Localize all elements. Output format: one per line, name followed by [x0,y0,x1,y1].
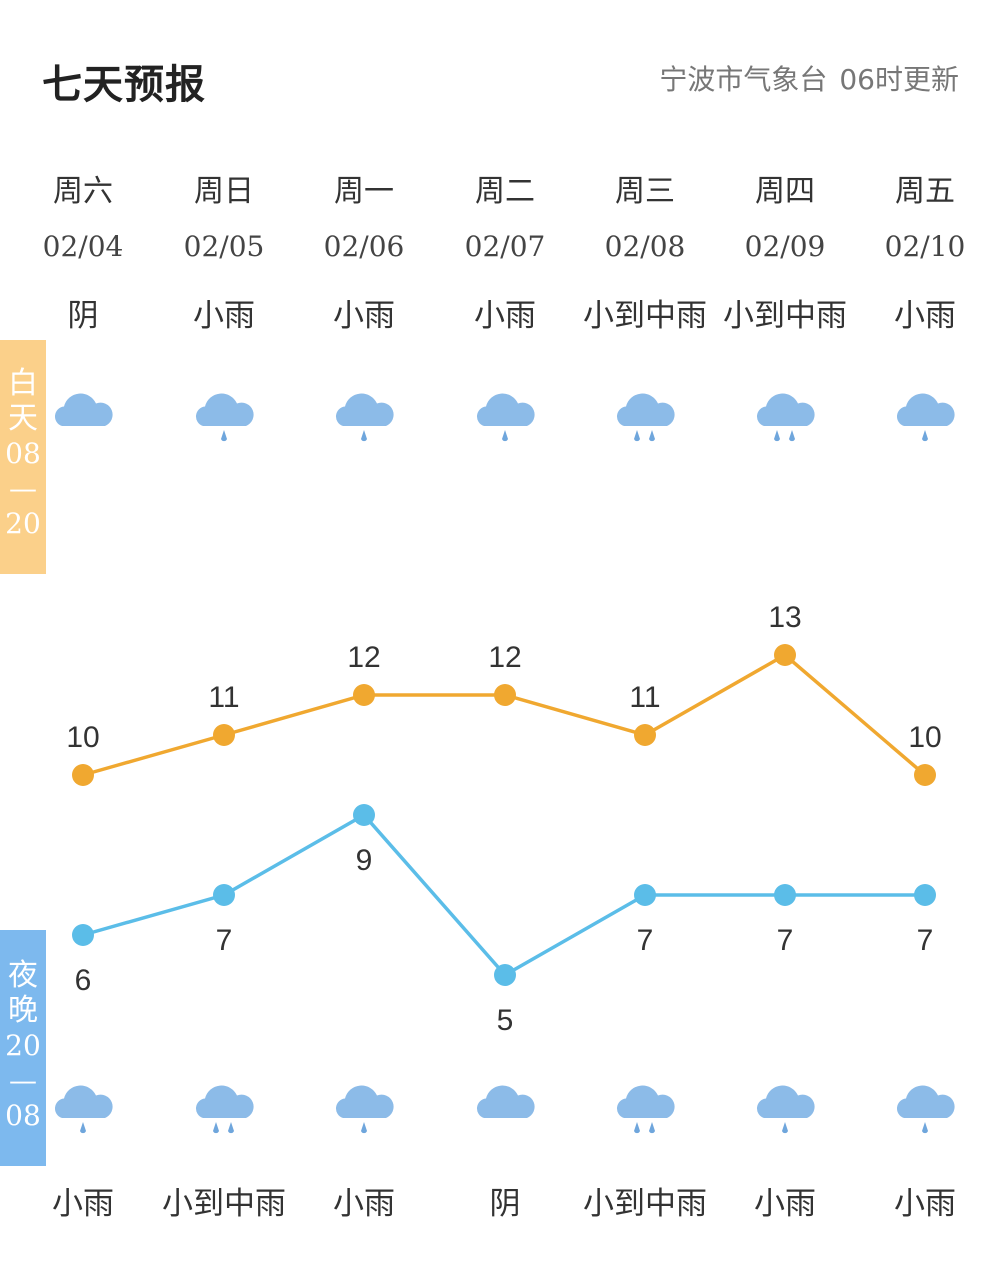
day-condition-label: 小雨 [333,298,395,334]
weekday-label: 周一 [334,174,394,209]
low-temp-point [494,964,516,986]
day-condition-label: 小雨 [193,298,255,334]
light-rain-icon [890,1072,960,1142]
daytime-title-2: 天 [8,401,38,436]
day-condition-label: 小雨 [894,298,956,334]
low-temp-label: 7 [216,924,233,957]
high-temp-label: 10 [908,721,941,754]
weekday-label: 周四 [755,174,815,209]
light-rain-icon [48,1072,118,1142]
low-temp-label: 5 [497,1004,514,1037]
high-temp-label: 11 [629,681,660,714]
high-temp-label: 13 [768,601,801,634]
nighttime-title-1: 夜 [8,958,38,993]
night-condition-label: 阴 [489,1186,521,1222]
source-name: 宁波市气象台 [659,63,828,96]
date-label: 02/07 [464,230,546,263]
day-condition-label: 阴 [67,298,99,334]
day-condition-label: 小到中雨 [723,298,847,334]
day-condition-label: 小到中雨 [583,298,707,334]
page-title: 七天预报 [42,62,206,108]
high-temp-point [213,724,235,746]
nighttime-hours-end: 08 [5,1099,41,1132]
date-label: 02/09 [744,230,826,263]
high-temp-point [72,764,94,786]
low-temp-point [774,884,796,906]
low-temp-point [353,804,375,826]
light-rain-icon [329,1072,399,1142]
daytime-hours-start: 08 [5,437,41,470]
moderate-rain-icon [610,380,680,450]
daytime-hours-end: 20 [5,507,41,540]
weekday-label: 周二 [475,174,535,209]
weekday-label: 周六 [53,174,113,209]
moderate-rain-icon [610,1072,680,1142]
update-time: 06时更新 [839,63,959,96]
weekday-label: 周三 [615,174,675,209]
night-condition-label: 小雨 [333,1186,395,1222]
low-temp-line [82,812,925,978]
night-condition-label: 小雨 [754,1186,816,1222]
nighttime-label: 夜 晚 20 — 08 [0,930,46,1166]
low-temp-point [72,924,94,946]
day-condition-label: 小雨 [474,298,536,334]
date-label: 02/10 [884,230,966,263]
light-rain-icon [189,380,259,450]
high-temp-label: 12 [488,641,521,674]
high-temp-point [353,684,375,706]
date-label: 02/04 [42,230,124,263]
high-temp-point [914,764,936,786]
low-temp-label: 9 [356,844,373,877]
daytime-hours-sep: — [9,472,37,505]
low-temp-point [634,884,656,906]
nighttime-hours-start: 20 [5,1029,41,1062]
light-rain-icon [890,380,960,450]
daytime-label: 白 天 08 — 20 [0,340,46,574]
light-rain-icon [470,380,540,450]
high-temp-label: 10 [66,721,99,754]
moderate-rain-icon [750,380,820,450]
low-temp-label: 7 [777,924,794,957]
high-temp-point [774,644,796,666]
nighttime-title-2: 晚 [8,993,38,1028]
date-label: 02/08 [604,230,686,263]
cloudy-icon [470,1072,540,1142]
date-label: 02/05 [183,230,265,263]
night-condition-label: 小到中雨 [162,1186,286,1222]
night-condition-label: 小到中雨 [583,1186,707,1222]
moderate-rain-icon [189,1072,259,1142]
light-rain-icon [750,1072,820,1142]
nighttime-hours-sep: — [9,1064,37,1097]
low-temp-point [213,884,235,906]
low-temp-label: 7 [917,924,934,957]
date-label: 02/06 [323,230,405,263]
high-temp-point [634,724,656,746]
daytime-title-1: 白 [8,366,38,401]
cloudy-icon [48,380,118,450]
weekday-label: 周日 [194,174,254,209]
high-temp-label: 11 [208,681,239,714]
forecast-source: 宁波市气象台 06时更新 [659,58,959,98]
night-condition-label: 小雨 [52,1186,114,1222]
low-temp-label: 6 [75,964,92,997]
weekday-label: 周五 [895,174,955,209]
high-temp-point [494,684,516,706]
night-condition-label: 小雨 [894,1186,956,1222]
low-temp-point [914,884,936,906]
low-temp-label: 7 [637,924,654,957]
high-temp-label: 12 [347,641,380,674]
light-rain-icon [329,380,399,450]
